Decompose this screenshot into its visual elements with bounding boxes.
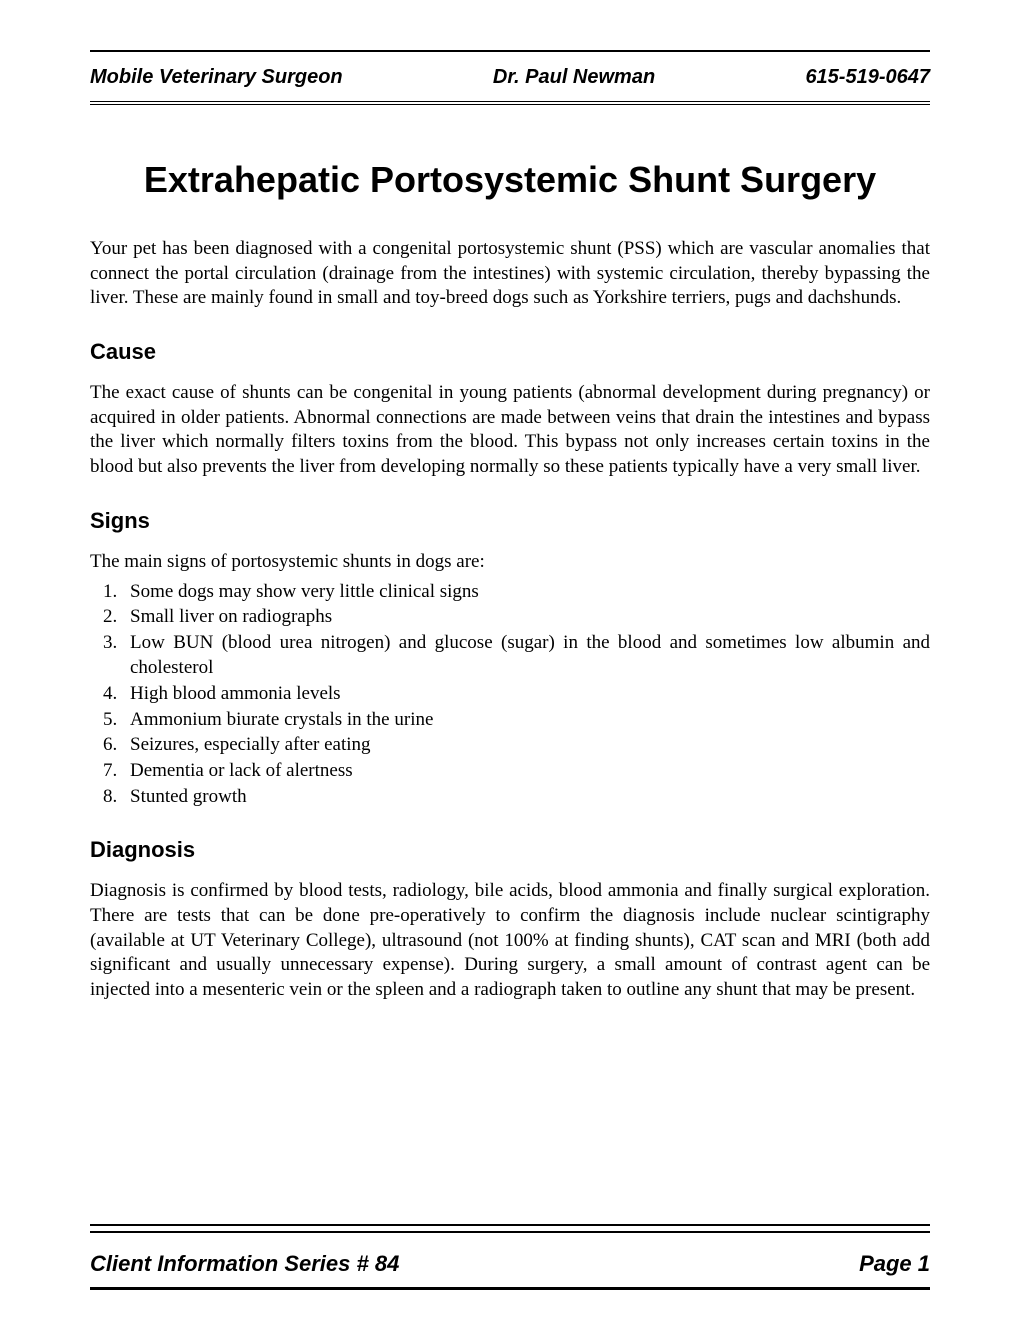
- header-rule-bottom: [90, 101, 930, 107]
- header-right: 615-519-0647: [805, 66, 930, 89]
- footer-rule-1: [90, 1224, 930, 1228]
- document-title: Extrahepatic Portosystemic Shunt Surgery: [90, 157, 930, 202]
- header-left: Mobile Veterinary Surgeon: [90, 66, 343, 89]
- footer-bar: Client Information Series # 84 Page 1: [90, 1243, 930, 1287]
- page-footer: Client Information Series # 84 Page 1: [90, 1224, 930, 1290]
- signs-item: High blood ammonia levels: [122, 681, 930, 707]
- cause-body: The exact cause of shunts can be congeni…: [90, 381, 930, 480]
- footer-rule-2: [90, 1231, 930, 1233]
- footer-left: Client Information Series # 84: [90, 1251, 399, 1277]
- signs-item: Seizures, especially after eating: [122, 732, 930, 758]
- diagnosis-heading: Diagnosis: [90, 837, 930, 863]
- signs-item: Small liver on radiographs: [122, 604, 930, 630]
- signs-heading: Signs: [90, 508, 930, 534]
- diagnosis-body: Diagnosis is confirmed by blood tests, r…: [90, 879, 930, 1002]
- page-header: Mobile Veterinary Surgeon Dr. Paul Newma…: [90, 50, 930, 107]
- cause-heading: Cause: [90, 339, 930, 365]
- signs-item: Stunted growth: [122, 784, 930, 810]
- signs-intro: The main signs of portosystemic shunts i…: [90, 550, 930, 575]
- footer-right: Page 1: [859, 1251, 930, 1277]
- signs-item: Low BUN (blood urea nitrogen) and glucos…: [122, 630, 930, 681]
- intro-paragraph: Your pet has been diagnosed with a conge…: [90, 237, 930, 311]
- header-center: Dr. Paul Newman: [493, 66, 655, 89]
- signs-item: Ammonium biurate crystals in the urine: [122, 707, 930, 733]
- footer-rule-bottom: [90, 1287, 930, 1290]
- signs-item: Some dogs may show very little clinical …: [122, 579, 930, 605]
- signs-item: Dementia or lack of alertness: [122, 758, 930, 784]
- header-bar: Mobile Veterinary Surgeon Dr. Paul Newma…: [90, 56, 930, 97]
- signs-list: Some dogs may show very little clinical …: [122, 579, 930, 810]
- header-rule-top: [90, 50, 930, 52]
